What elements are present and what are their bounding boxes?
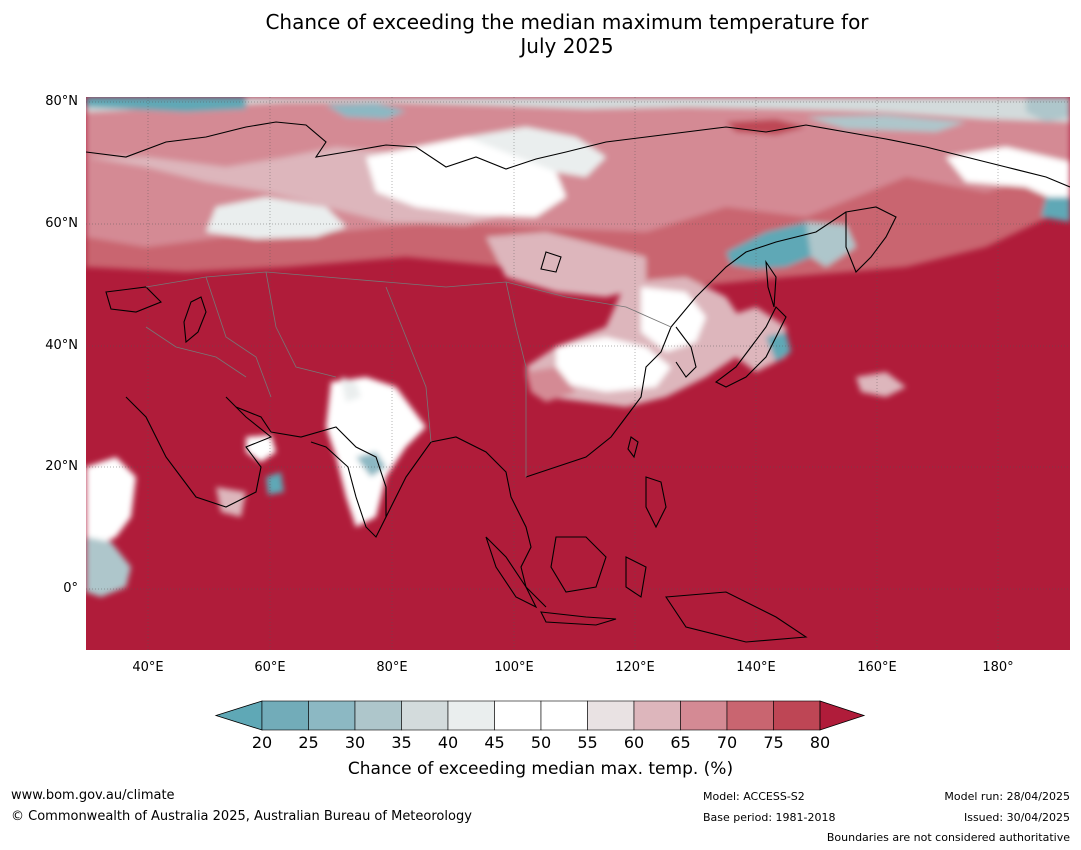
lon-label-100e: 100°E (494, 660, 534, 675)
colorbar-tick-label: 55 (577, 733, 598, 752)
model-run-date: Model run: 28/04/2025 (944, 790, 1070, 803)
colorbar-tick-label: 25 (298, 733, 319, 752)
gridlines (86, 97, 1070, 650)
lon-label-80e: 80°E (376, 660, 408, 675)
colorbar-segment (261, 700, 309, 731)
colorbar-segment (308, 700, 356, 731)
lat-label-80n: 80°N (45, 94, 78, 109)
probability-field (86, 97, 1070, 597)
colorbar-tick-label: 80 (809, 733, 831, 752)
colorbar-segment (494, 700, 542, 731)
colorbar-segment (354, 700, 402, 731)
title-line-2: July 2025 (520, 34, 614, 58)
colorbar-tick-label: 20 (251, 733, 273, 752)
colorbar-segment (773, 700, 821, 731)
colorbar-segment (587, 700, 635, 731)
forecast-map (86, 97, 1070, 650)
lat-label-40n: 40°N (45, 338, 78, 353)
lat-label-20n: 20°N (45, 459, 78, 474)
colorbar-segment (680, 700, 728, 731)
coastlines (86, 121, 1070, 643)
colorbar-segment (726, 700, 774, 731)
colorbar-tick-label: 45 (484, 733, 505, 752)
lon-label-180: 180° (982, 660, 1014, 675)
lon-label-140e: 140°E (736, 660, 776, 675)
colorbar-tick-label: 50 (530, 733, 552, 752)
lat-label-60n: 60°N (45, 216, 78, 231)
colorbar-tick-label: 60 (623, 733, 645, 752)
colorbar-extend-low (214, 700, 263, 731)
map-title: Chance of exceeding the median maximum t… (0, 10, 1081, 58)
title-line-1: Chance of exceeding the median maximum t… (265, 10, 869, 34)
issued-date: Issued: 30/04/2025 (963, 811, 1070, 824)
source-url[interactable]: www.bom.gov.au/climate (11, 788, 175, 803)
colorbar-segment (401, 700, 449, 731)
lon-label-40e: 40°E (132, 660, 164, 675)
colorbar-segment (540, 700, 588, 731)
colorbar-tick-label: 75 (763, 733, 784, 752)
lon-label-60e: 60°E (254, 660, 286, 675)
lon-label-160e: 160°E (857, 660, 897, 675)
colorbar-tick-label: 30 (344, 733, 366, 752)
colorbar-tick-label: 35 (391, 733, 412, 752)
lat-label-equator: 0° (63, 581, 78, 596)
colorbar-tick-label: 40 (437, 733, 459, 752)
colorbar-extend-high (819, 700, 866, 731)
colorbar-segments (214, 700, 866, 731)
colorbar-tick-label: 65 (670, 733, 691, 752)
base-period: Base period: 1981-2018 (703, 811, 836, 824)
colorbar-segment (447, 700, 495, 731)
lon-label-120e: 120°E (615, 660, 655, 675)
country-boundaries (145, 271, 672, 477)
copyright-notice: © Commonwealth of Australia 2025, Austra… (11, 809, 472, 824)
boundaries-disclaimer: Boundaries are not considered authoritat… (826, 831, 1070, 844)
colorbar-segment (633, 700, 681, 731)
model-name: Model: ACCESS-S2 (703, 790, 805, 803)
colorbar-title: Chance of exceeding median max. temp. (%… (347, 759, 734, 779)
colorbar-tick-label: 70 (716, 733, 738, 752)
